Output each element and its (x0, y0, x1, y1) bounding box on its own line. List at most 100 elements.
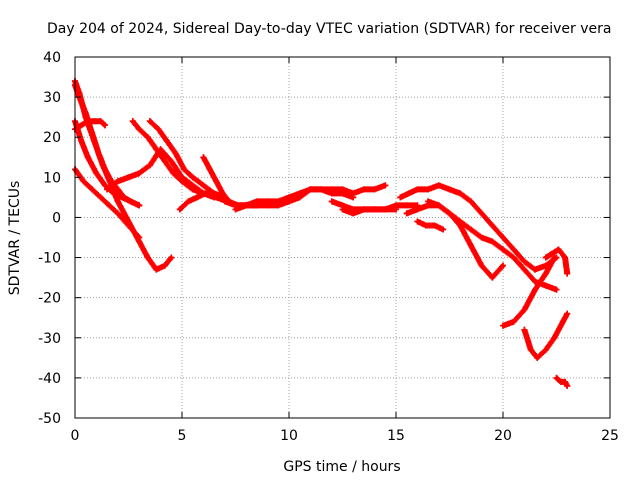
data-point (371, 206, 378, 213)
data-point (108, 178, 115, 185)
data-point (121, 194, 128, 201)
data-point (161, 262, 168, 269)
x-tick-label: 10 (280, 428, 298, 444)
data-point (91, 118, 98, 125)
data-point (360, 206, 367, 213)
data-point (114, 198, 121, 205)
data-point (431, 222, 438, 229)
data-point (106, 202, 113, 209)
data-point (136, 234, 143, 241)
data-point (532, 278, 539, 285)
series-arc-8 (146, 118, 228, 201)
data-point (489, 274, 496, 281)
data-point (440, 226, 447, 233)
data-point (564, 270, 571, 277)
y-tick-label: 40 (43, 50, 61, 66)
data-point (403, 210, 410, 217)
data-point (200, 154, 207, 161)
series-arc-14 (339, 206, 399, 217)
data-point (551, 334, 558, 341)
data-point (521, 326, 528, 333)
data-point (206, 166, 213, 173)
data-point (78, 122, 85, 129)
series-arc-22 (553, 374, 571, 389)
data-point (478, 234, 485, 241)
data-point (510, 246, 517, 253)
data-point (414, 206, 421, 213)
y-tick-label: -30 (38, 331, 61, 347)
data-point (446, 210, 453, 217)
data-point (101, 182, 108, 189)
data-point (562, 378, 569, 385)
data-point (414, 186, 421, 193)
data-point (253, 198, 260, 205)
data-point (542, 254, 549, 261)
series-arc-15 (397, 182, 560, 273)
data-point (125, 174, 132, 181)
data-point (371, 186, 378, 193)
data-point (144, 134, 151, 141)
data-point (500, 262, 506, 269)
data-point (296, 190, 303, 197)
x-tick-label: 5 (178, 428, 187, 444)
data-point (275, 198, 282, 205)
data-point (521, 306, 528, 313)
data-point (555, 246, 562, 253)
data-point (382, 206, 389, 213)
grid (75, 57, 610, 418)
data-point (80, 178, 87, 185)
data-points (72, 78, 571, 389)
data-point (500, 322, 506, 329)
data-point (527, 346, 534, 353)
data-point (510, 254, 517, 261)
data-point (264, 198, 271, 205)
series-arc-21 (542, 246, 571, 277)
data-point (82, 110, 89, 117)
data-point (101, 122, 108, 129)
data-point (176, 206, 183, 213)
data-point (350, 194, 357, 201)
series-arc-20 (521, 310, 571, 361)
data-point (549, 250, 556, 257)
data-point (101, 166, 108, 173)
data-point (328, 190, 335, 197)
data-point (164, 138, 171, 145)
data-point (478, 262, 485, 269)
data-point (78, 138, 85, 145)
data-point (478, 210, 485, 217)
data-point (170, 170, 177, 177)
data-point (155, 126, 162, 133)
data-point (97, 194, 104, 201)
y-tick-label: -40 (38, 371, 61, 387)
data-point (534, 354, 541, 361)
data-point (221, 198, 228, 205)
data-point (168, 254, 175, 261)
data-point (84, 118, 91, 125)
data-point (110, 190, 117, 197)
data-point (562, 254, 569, 261)
data-point (360, 186, 367, 193)
data-point (125, 222, 132, 229)
data-point (97, 118, 104, 125)
data-point (114, 210, 121, 217)
data-point (286, 194, 292, 201)
data-point (521, 266, 528, 273)
data-point (382, 182, 389, 189)
y-tick-label: 20 (43, 130, 61, 146)
y-tick-label: -10 (38, 251, 61, 267)
data-point (559, 318, 566, 325)
data-point (553, 374, 560, 381)
data-point (564, 310, 571, 317)
x-tick-label: 20 (494, 428, 512, 444)
data-point (425, 186, 432, 193)
data-point (435, 202, 442, 209)
data-point (136, 126, 143, 133)
data-point (467, 198, 474, 205)
data-point (161, 158, 168, 165)
axis-ticks: 0 5 10 15 20 25 -50 -40 -30 -20 -10 0 10 20 30 40 (38, 50, 619, 444)
data-point (93, 170, 100, 177)
data-point (551, 254, 558, 261)
data-point (435, 182, 442, 189)
